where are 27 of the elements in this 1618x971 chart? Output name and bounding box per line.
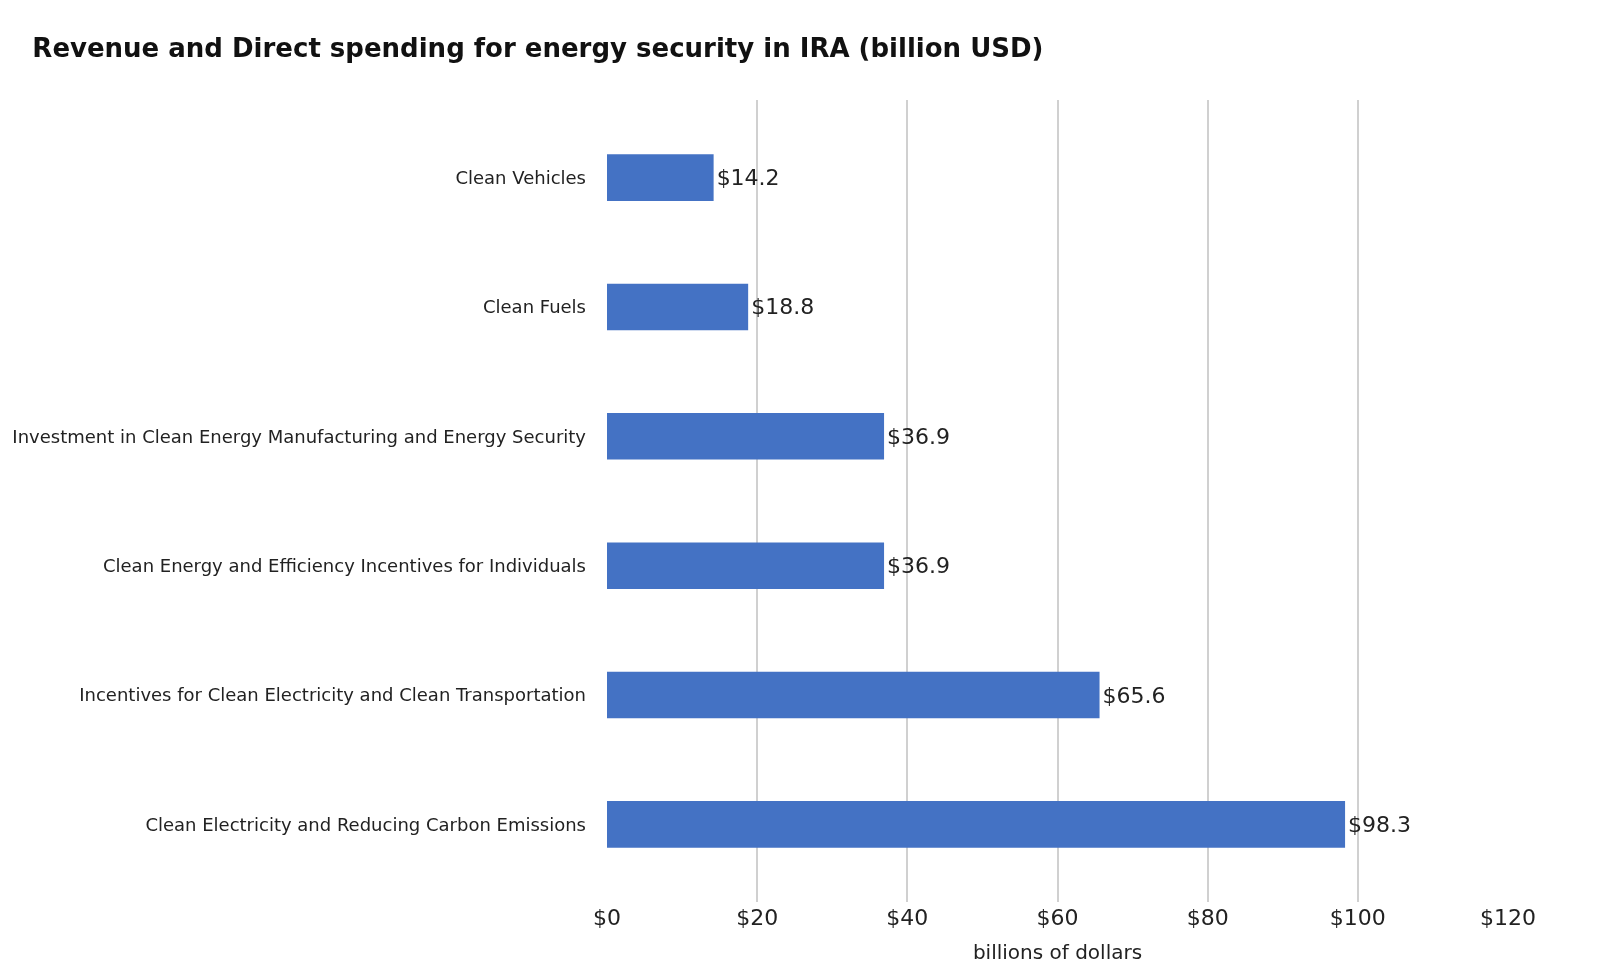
y-tick-label: Clean Energy and Efficiency Incentives for Individuals <box>102 554 586 576</box>
y-tick-label: Investment in Clean Energy Manufacturing and Energy Security <box>12 425 587 447</box>
y-tick-label: Clean Vehicles <box>455 166 586 188</box>
data-label: $36.9 <box>887 553 951 579</box>
x-tick-label: $80 <box>1186 905 1229 930</box>
bar <box>607 671 1100 719</box>
x-axis-title: billions of dollars <box>972 939 1143 964</box>
bar <box>607 154 714 201</box>
x-tick-label: $120 <box>1480 905 1536 930</box>
x-tick-label: $100 <box>1329 905 1386 930</box>
bar <box>607 283 749 331</box>
data-label: $14.2 <box>716 165 780 191</box>
chart-title: Revenue and Direct spending for energy security in IRA (billion USD) <box>32 33 1044 64</box>
x-tick-label: $0 <box>593 905 621 930</box>
data-label: $36.9 <box>887 423 951 449</box>
bar <box>607 413 885 460</box>
x-tick-label: $20 <box>736 905 779 930</box>
data-label: $98.3 <box>1348 811 1412 837</box>
bar <box>607 801 1346 848</box>
bar <box>607 542 885 589</box>
x-tick-label: $60 <box>1036 905 1079 930</box>
data-label: $18.8 <box>751 294 815 320</box>
y-tick-label: Clean Fuels <box>482 296 586 318</box>
y-tick-label: Incentives for Clean Electricity and Clean Transportation <box>79 684 586 706</box>
y-tick-label: Clean Electricity and Reducing Carbon Emissions <box>145 813 586 835</box>
data-label: $65.6 <box>1102 682 1166 708</box>
x-tick-label: $40 <box>886 905 929 930</box>
